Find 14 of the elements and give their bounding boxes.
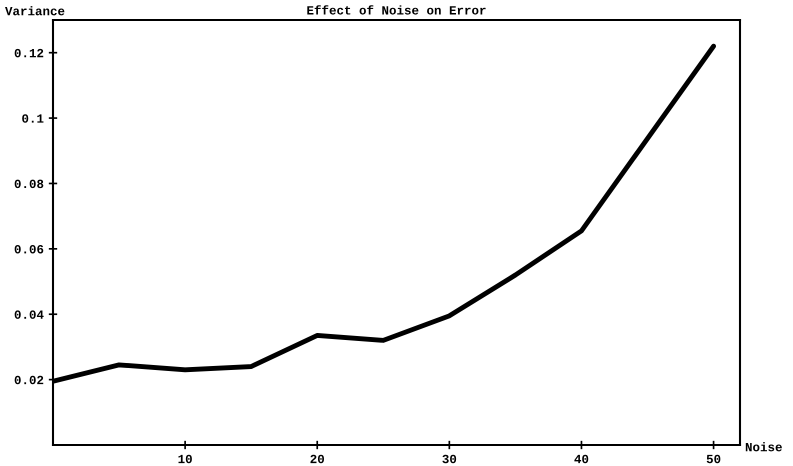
y-tick-label: 0.02 (14, 376, 44, 384)
y-tick-label: 0.04 (14, 310, 44, 319)
x-tick-label: 10 (178, 454, 192, 464)
x-tick-label: 30 (442, 454, 456, 464)
y-tick-label: 0.12 (14, 48, 44, 58)
chart-title: Effect of Noise on Error (307, 5, 486, 15)
x-axis-title: Noise (746, 442, 782, 452)
y-axis-title: Variance (5, 6, 64, 16)
y-tick-label: 0.06 (14, 245, 44, 254)
y-tick-label: 0.08 (14, 180, 44, 188)
y-tick-label: 0.1 (22, 114, 44, 123)
x-tick-label: 40 (574, 454, 588, 464)
x-tick-label: 50 (706, 454, 720, 464)
x-tick-label: 20 (310, 454, 324, 464)
